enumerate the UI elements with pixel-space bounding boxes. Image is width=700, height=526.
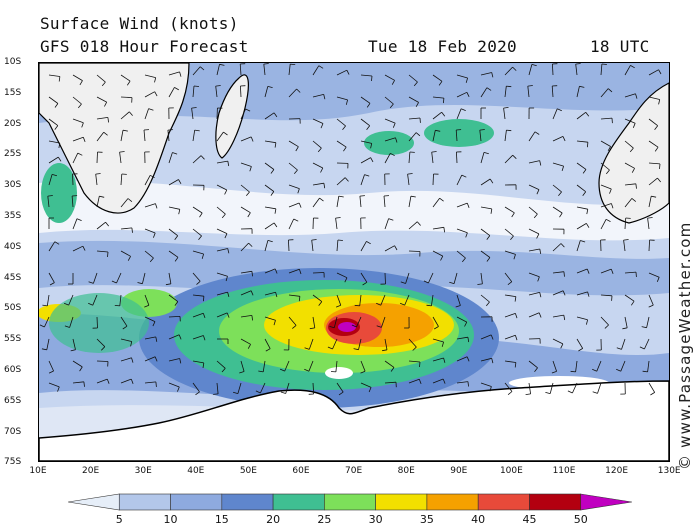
longitude-label: 110E (553, 466, 576, 476)
longitude-label: 50E (240, 466, 257, 476)
latitude-label: 40S (4, 242, 34, 252)
scale-label: 30 (369, 513, 383, 526)
forecast-label: GFS 018 Hour Forecast (40, 37, 249, 56)
forecast-date: Tue 18 Feb 2020 (368, 37, 517, 56)
latitude-label: 35S (4, 211, 34, 221)
latitude-label: 20S (4, 119, 34, 129)
scale-swatch (68, 494, 119, 510)
latitude-label: 10S (4, 57, 34, 67)
scale-swatch (529, 494, 580, 510)
longitude-label: 70E (345, 466, 362, 476)
longitude-label: 120E (605, 466, 628, 476)
scale-swatch (324, 494, 375, 510)
latitude-label: 45S (4, 273, 34, 283)
latitude-label: 50S (4, 303, 34, 313)
scale-label: 40 (471, 513, 485, 526)
latitude-label: 60S (4, 365, 34, 375)
longitude-label: 20E (82, 466, 99, 476)
scale-swatch (171, 494, 222, 510)
scale-swatch (376, 494, 427, 510)
scale-label: 20 (266, 513, 280, 526)
longitude-label: 80E (398, 466, 415, 476)
scale-label: 25 (317, 513, 331, 526)
wind-map (38, 62, 670, 462)
map-title: Surface Wind (knots) (40, 14, 239, 33)
scale-swatch (119, 494, 170, 510)
latitude-label: 15S (4, 88, 34, 98)
latitude-label: 55S (4, 334, 34, 344)
scale-label: 5 (116, 513, 123, 526)
forecast-time: 18 UTC (590, 37, 650, 56)
scale-label: 10 (164, 513, 178, 526)
latitude-label: 25S (4, 149, 34, 159)
longitude-label: 10E (29, 466, 46, 476)
scale-label: 35 (420, 513, 434, 526)
scale-swatch (222, 494, 273, 510)
latitude-label: 65S (4, 396, 34, 406)
scale-label: 45 (522, 513, 536, 526)
scale-label: 50 (574, 513, 588, 526)
longitude-label: 30E (135, 466, 152, 476)
scale-swatch (427, 494, 478, 510)
latitude-label: 30S (4, 180, 34, 190)
scale-swatch (581, 494, 632, 510)
wind-speed-scale (68, 492, 632, 512)
scale-swatch (273, 494, 324, 510)
scale-label: 15 (215, 513, 229, 526)
longitude-label: 40E (187, 466, 204, 476)
latitude-label: 70S (4, 427, 34, 437)
wind-map-graphic (39, 63, 669, 461)
longitude-label: 60E (292, 466, 309, 476)
site-credit: © www.PassageWeather.com (676, 222, 694, 470)
longitude-label: 100E (500, 466, 523, 476)
scale-swatch (478, 494, 529, 510)
longitude-label: 90E (450, 466, 467, 476)
